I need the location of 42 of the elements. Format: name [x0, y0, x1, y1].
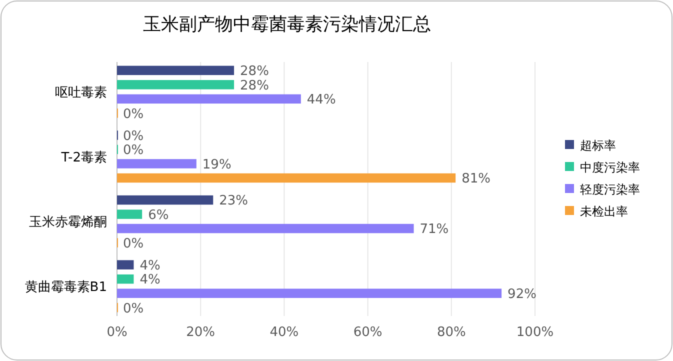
data-label: 4%: [140, 272, 160, 288]
y-tick-label: 呕吐毒素: [55, 85, 107, 100]
data-label: 28%: [240, 64, 269, 80]
bar: [117, 274, 134, 284]
data-label: 23%: [219, 194, 248, 209]
bar: [117, 195, 214, 205]
data-label: 6%: [148, 208, 169, 223]
data-label: 71%: [420, 222, 449, 238]
data-label: 0%: [123, 301, 144, 316]
x-tick-label: 20%: [186, 325, 216, 340]
data-label: 19%: [202, 157, 232, 172]
data-label: 0%: [123, 128, 144, 144]
bar: [117, 80, 234, 90]
x-tick-label: 80%: [436, 325, 466, 340]
bar: [117, 159, 196, 168]
bar: [117, 94, 301, 104]
bar: [117, 210, 142, 219]
y-tick-label: T-2毒素: [60, 150, 107, 166]
bar: [117, 288, 502, 298]
bar: [117, 224, 414, 234]
x-tick-label: 100%: [516, 325, 554, 340]
data-label: 4%: [140, 258, 160, 274]
legend-label: 未检出率: [580, 204, 628, 218]
data-label: 0%: [123, 236, 144, 252]
bar: [117, 260, 134, 270]
data-label: 0%: [123, 106, 144, 122]
legend-label: 轻度污染率: [580, 182, 640, 196]
y-tick-label: 黄曲霉毒素B1: [24, 280, 107, 295]
x-tick-label: 40%: [270, 325, 299, 340]
legend-label: 中度污染率: [580, 160, 640, 174]
data-label: 0%: [123, 143, 144, 158]
data-label: 44%: [306, 92, 336, 108]
legend-label: 超标率: [580, 138, 616, 152]
bar: [117, 66, 234, 76]
data-label: 81%: [462, 172, 490, 187]
x-tick-label: 0%: [106, 325, 128, 340]
y-tick-label: 玉米赤霉烯酮: [29, 215, 107, 230]
chart-title: 玉米副产物中霉菌毒素污染情况汇总: [143, 14, 431, 35]
x-tick-label: 60%: [353, 325, 382, 340]
data-label: 28%: [240, 78, 269, 94]
bar: [117, 173, 456, 183]
data-label: 92%: [508, 287, 536, 302]
